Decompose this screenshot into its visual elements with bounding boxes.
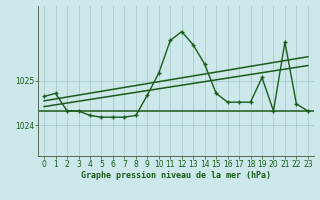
X-axis label: Graphe pression niveau de la mer (hPa): Graphe pression niveau de la mer (hPa) bbox=[81, 171, 271, 180]
